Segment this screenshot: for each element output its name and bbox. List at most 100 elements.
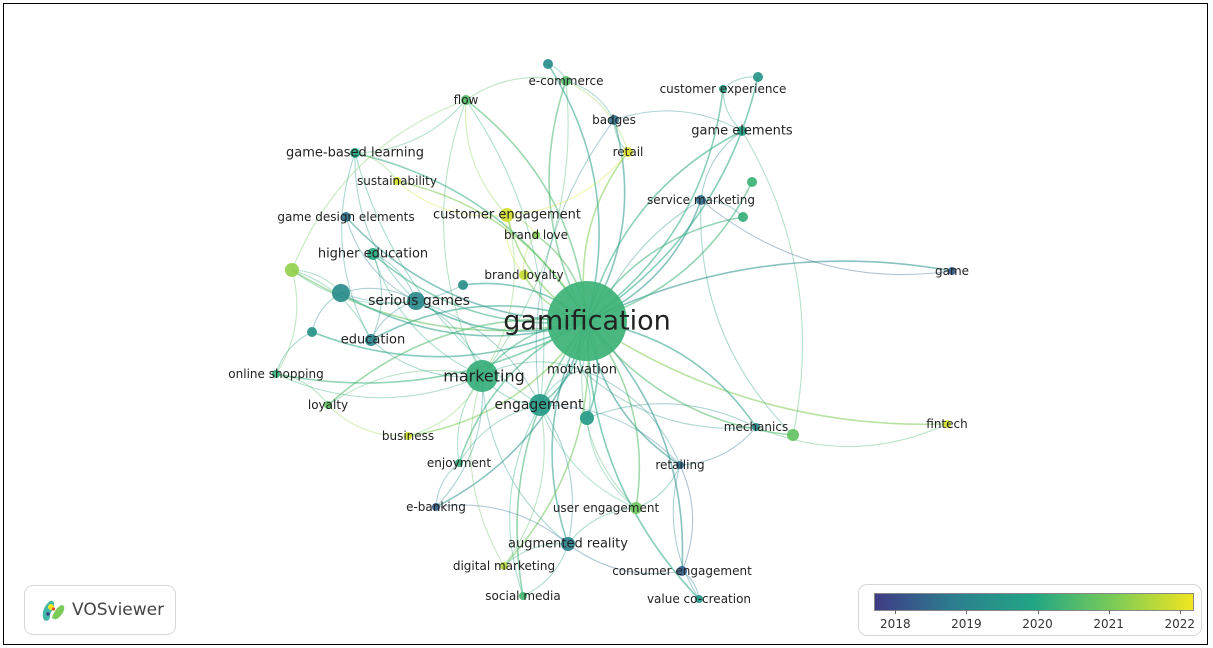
label-flow: flow (454, 93, 479, 107)
node-brand-love[interactable] (532, 231, 540, 239)
link-service-marketing-unlabeled-9 (700, 199, 794, 436)
link-mechanics-unlabeled-10 (586, 403, 757, 428)
link-mechanics-fintech (755, 423, 948, 448)
label-digital-marketing: digital marketing (453, 559, 555, 573)
node-gamification[interactable] (547, 281, 627, 361)
node-customer-experience[interactable] (719, 85, 727, 93)
legend-tick-label-2019: 2019 (951, 617, 982, 631)
label-brand-loyalty: brand loyalty (484, 268, 563, 282)
node-enjoyment[interactable] (455, 459, 463, 467)
label-education: education (341, 333, 406, 348)
node-e-banking[interactable] (432, 503, 440, 511)
node-higher-education[interactable] (367, 248, 379, 260)
link-e-commerce-retail (565, 80, 629, 153)
node-social-media[interactable] (519, 592, 527, 600)
node-retailing[interactable] (676, 461, 684, 469)
node-engagement[interactable] (529, 394, 551, 416)
link-serious-games-game-design-elements (345, 216, 417, 302)
link-online-shopping-unlabeled-2 (275, 269, 298, 375)
label-game-based-learning: game-based learning (286, 146, 424, 161)
node-unlabeled-9[interactable] (787, 429, 799, 441)
node-augmented-reality[interactable] (561, 537, 575, 551)
node-game-design-elements[interactable] (341, 212, 351, 222)
node-brand-loyalty[interactable] (519, 270, 529, 280)
node-customer-engagement[interactable] (500, 208, 514, 222)
node-online-shopping[interactable] (272, 370, 280, 378)
link-motivation-user-engagement (581, 369, 637, 509)
label-sustainability: sustainability (357, 174, 437, 188)
node-value-co-creation[interactable] (695, 595, 703, 603)
legend-tick-label-2020: 2020 (1022, 617, 1053, 631)
node-fintech[interactable] (943, 420, 951, 428)
link-gamification-consumer-engagement (586, 320, 684, 572)
node-unlabeled-3[interactable] (753, 72, 763, 82)
node-unlabeled-6[interactable] (307, 327, 317, 337)
node-unlabeled-5[interactable] (747, 177, 757, 187)
nodes-layer (272, 59, 956, 603)
link-enjoyment-e-banking (435, 462, 460, 508)
label-e-commerce: e-commerce (528, 74, 603, 88)
link-unlabeled-4-unlabeled-7 (340, 284, 464, 304)
label-badges: badges (592, 113, 636, 127)
link-game-elements-unlabeled-9 (741, 130, 804, 436)
node-education[interactable] (365, 334, 377, 346)
link-engagement-enjoyment (458, 404, 541, 464)
node-flow[interactable] (461, 95, 471, 105)
label-engagement: engagement (494, 397, 584, 413)
link-gamification-game (586, 260, 953, 322)
node-game[interactable] (948, 267, 956, 275)
node-game-elements[interactable] (737, 126, 747, 136)
node-unlabeled-2[interactable] (285, 263, 299, 277)
label-serious-games: serious games (368, 293, 470, 309)
node-unlabeled-8[interactable] (738, 212, 748, 222)
label-user-engagement: user engagement (553, 501, 660, 515)
link-engagement-serious-games (415, 300, 541, 406)
link-marketing-online-shopping (275, 373, 483, 399)
link-engagement-badges (535, 119, 615, 406)
link-gamification-online-shopping (275, 320, 588, 384)
node-unlabeled-4[interactable] (332, 284, 350, 302)
link-engagement-augmented-reality (539, 404, 573, 545)
vosviewer-logo: VOSviewer (24, 585, 176, 635)
node-badges[interactable] (609, 115, 619, 125)
node-sustainability[interactable] (393, 177, 401, 185)
label-mechanics: mechanics (724, 420, 788, 434)
node-unlabeled-1[interactable] (543, 59, 553, 69)
node-service-marketing[interactable] (696, 195, 706, 205)
link-game-based-learning-flow (354, 99, 467, 154)
legend-tick-mark-2022 (1179, 610, 1181, 614)
label-business: business (382, 429, 434, 443)
link-gamification-unlabeled-2 (291, 269, 588, 332)
label-game-elements: game elements (691, 124, 793, 139)
label-consumer-engagement: consumer engagement (612, 564, 752, 578)
node-digital-marketing[interactable] (500, 562, 508, 570)
link-marketing-loyalty (327, 369, 483, 406)
logo-text: VOSviewer (72, 600, 165, 620)
link-retailing-value-co-creation (672, 464, 700, 600)
label-brand-love: brand love (504, 228, 568, 242)
node-mechanics[interactable] (752, 423, 760, 431)
label-augmented-reality: augmented reality (508, 537, 628, 552)
node-e-commerce[interactable] (561, 76, 571, 86)
node-unlabeled-7[interactable] (458, 280, 468, 290)
link-marketing-digital-marketing (470, 375, 505, 567)
link-user-engagement-augmented-reality (567, 507, 637, 545)
node-marketing[interactable] (466, 360, 498, 392)
link-motivation-retailing (581, 369, 681, 466)
link-customer-engagement-sustainability (396, 180, 508, 217)
node-consumer-engagement[interactable] (677, 566, 687, 576)
node-retail[interactable] (623, 147, 633, 157)
label-customer-experience: customer experience (660, 82, 787, 96)
label-enjoyment: enjoyment (427, 456, 491, 470)
node-user-engagement[interactable] (630, 502, 642, 514)
legend-tick-mark-2019 (966, 610, 968, 614)
label-social-media: social media (485, 589, 560, 603)
node-business[interactable] (404, 432, 412, 440)
node-serious-games[interactable] (407, 292, 425, 310)
node-loyalty[interactable] (324, 401, 332, 409)
label-motivation: motivation (547, 363, 617, 378)
node-unlabeled-10[interactable] (580, 411, 594, 425)
link-customer-engagement-retail (506, 151, 629, 216)
keyword-network: gamification marketing engagement motivatio… (228, 59, 969, 606)
node-game-based-learning[interactable] (350, 148, 360, 158)
